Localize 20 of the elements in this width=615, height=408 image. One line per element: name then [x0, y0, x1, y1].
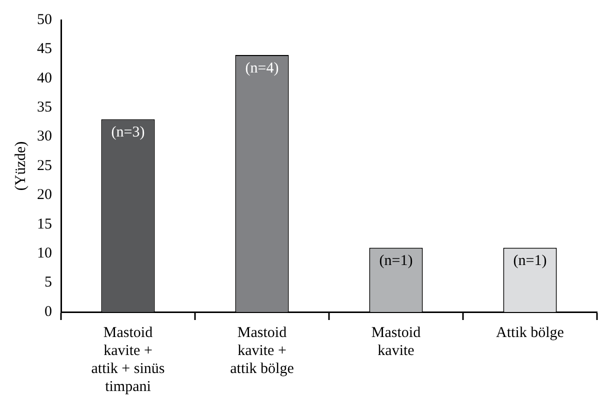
- annotation: (n=1): [379, 253, 413, 270]
- y-tick-label: 15: [37, 216, 52, 232]
- y-tick-label: 50: [37, 12, 52, 28]
- y-tick-label: 35: [37, 100, 52, 116]
- y-tick-label: 30: [37, 128, 52, 145]
- x-tick-label: Mastoid kavite + attik + sinüs timpani: [91, 324, 165, 395]
- y-tick-label: 5: [44, 274, 52, 291]
- x-tick-label: Mastoid kavite: [371, 324, 422, 359]
- annotation: (n=4): [245, 60, 279, 76]
- y-tick-label: 0: [44, 304, 52, 320]
- x-tick-label: Attik bölge: [496, 324, 564, 341]
- y-tick-label: 25: [37, 158, 52, 174]
- annotation: (n=3): [111, 124, 145, 141]
- y-axis-title: (Yüzde): [12, 141, 29, 191]
- y-tick-label: 45: [37, 41, 52, 58]
- annotation: (n=1): [513, 253, 547, 270]
- x-tick-label: Mastoid kavite + attik bölge: [230, 324, 294, 377]
- y-tick-label: 20: [37, 187, 52, 204]
- y-tick-label: 10: [37, 246, 52, 262]
- y-tick-label: 40: [37, 70, 52, 86]
